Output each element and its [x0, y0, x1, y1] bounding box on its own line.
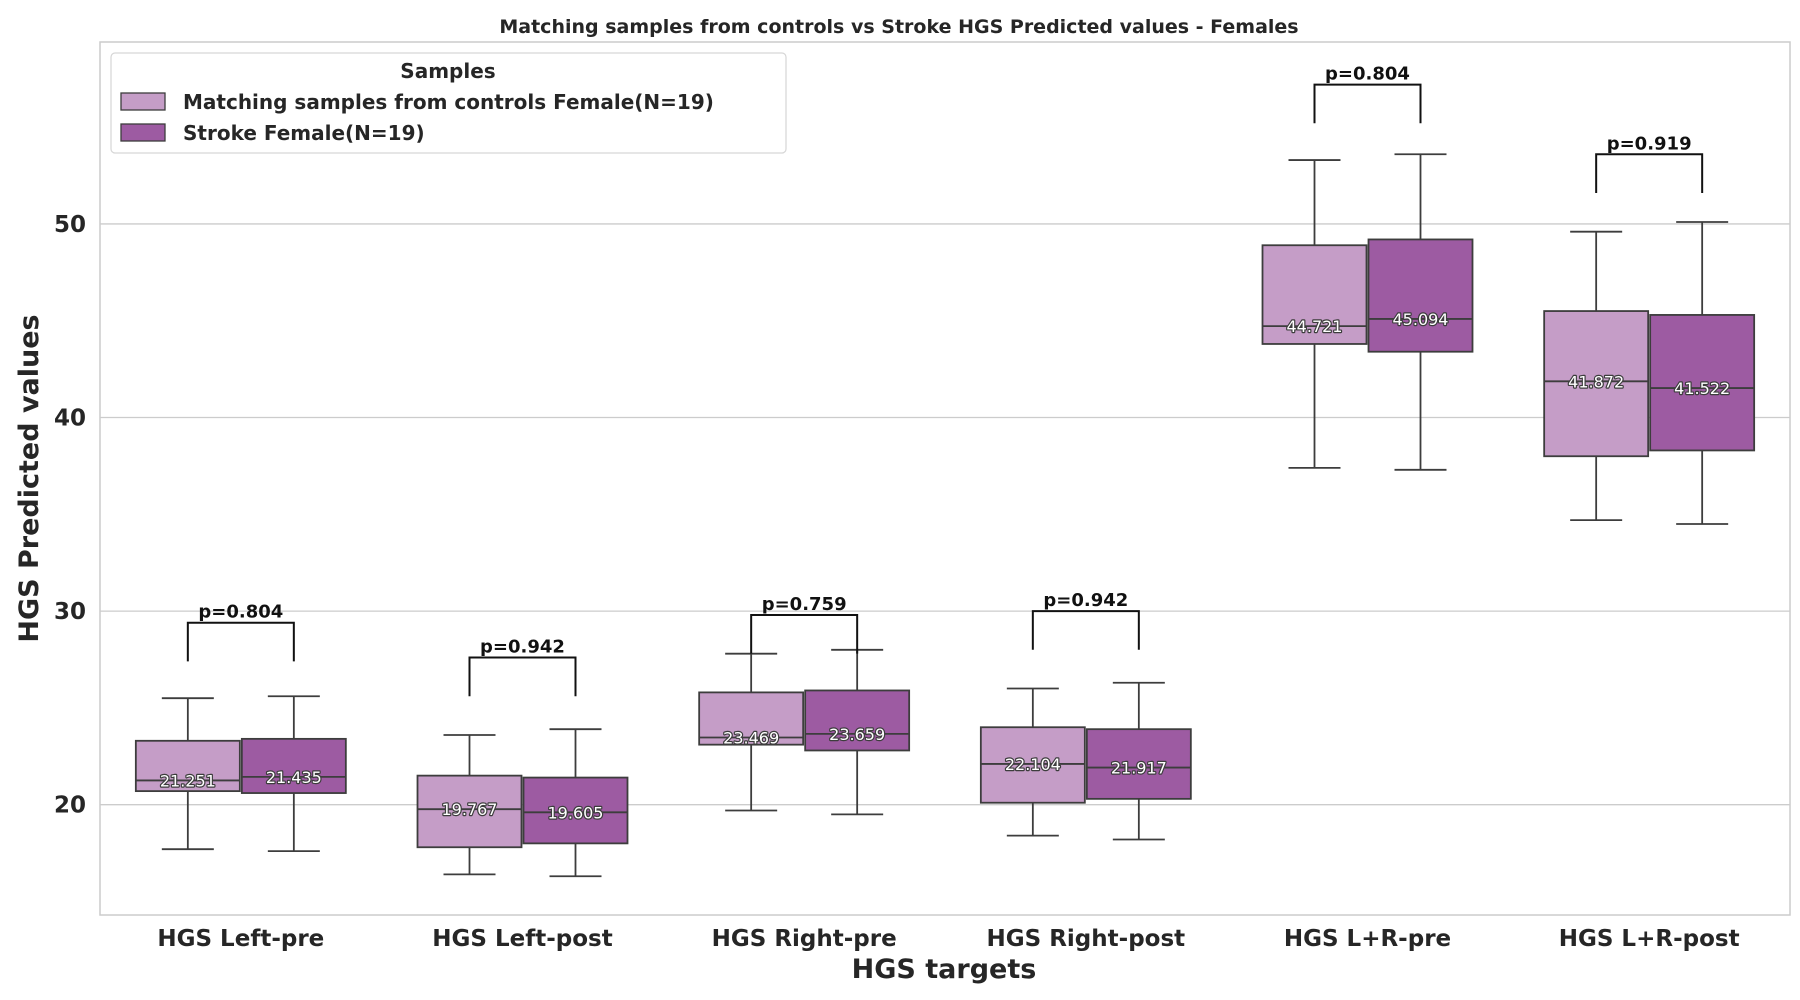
legend-title: Samples [400, 59, 495, 83]
x-tick-label: HGS L+R-post [1559, 926, 1740, 952]
y-axis-label: HGS Predicted values [14, 314, 45, 642]
x-tick-label: HGS Right-pre [712, 926, 897, 952]
box-stroke: 23.659 [804, 648, 911, 816]
p-value-label: p=0.759 [762, 594, 847, 615]
box-controls: 19.767 [416, 734, 523, 876]
median-label: 22.104 [1005, 755, 1061, 774]
box-controls: 23.469 [698, 652, 805, 812]
box-controls: 21.251 [134, 697, 241, 851]
significance-bracket [1595, 153, 1704, 193]
p-value-label: p=0.942 [480, 637, 565, 658]
chart-title: Matching samples from controls vs Stroke… [499, 16, 1298, 38]
median-label: 41.872 [1568, 372, 1624, 391]
box-controls: 22.104 [979, 687, 1086, 837]
legend: Samples Matching samples from controls Fe… [110, 52, 787, 154]
significance-bracket [468, 656, 577, 697]
significance-bracket [750, 613, 859, 654]
p-value-label: p=0.919 [1607, 133, 1692, 154]
p-value-label: p=0.804 [1325, 64, 1410, 85]
iqr-box [979, 726, 1086, 804]
box-stroke: 45.094 [1367, 153, 1474, 471]
grid-lines [100, 223, 1790, 806]
iqr-box [522, 776, 629, 845]
y-tick-label: 40 [54, 406, 86, 432]
box-controls: 44.721 [1261, 159, 1368, 469]
x-tick-label: HGS Left-pre [157, 926, 324, 952]
x-tick-label: HGS Right-post [987, 926, 1186, 952]
median-label: 21.917 [1111, 759, 1167, 778]
legend-label: Matching samples from controls Female(N=… [183, 90, 714, 114]
iqr-box [698, 691, 805, 746]
median-label: 21.251 [160, 771, 216, 790]
median-label: 19.605 [548, 803, 604, 822]
iqr-box [416, 774, 523, 849]
significance-bracket [1313, 83, 1422, 124]
significance-bracket [1031, 610, 1140, 650]
box-stroke: 21.435 [240, 695, 347, 853]
box-stroke: 21.917 [1085, 681, 1192, 841]
box-controls: 41.872 [1543, 230, 1650, 522]
box-stroke: 19.605 [522, 728, 629, 878]
iqr-box [240, 737, 347, 794]
p-value-annotations: p=0.804 p=0.942 p=0.759 p=0.942 p=0.804 p=0.9… [186, 64, 1704, 697]
iqr-box [1085, 728, 1192, 800]
legend-label: Stroke Female(N=19) [183, 121, 425, 145]
y-tick-label: 30 [54, 599, 86, 625]
box-stroke: 41.522 [1649, 221, 1756, 525]
significance-bracket [186, 621, 295, 662]
median-label: 23.659 [829, 725, 885, 744]
p-value-label: p=0.942 [1043, 590, 1128, 611]
iqr-box [1543, 310, 1650, 458]
median-label: 19.767 [442, 800, 498, 819]
iqr-box [134, 739, 241, 793]
plot-frame [99, 41, 1791, 916]
y-axis: 20 30 40 50 [54, 212, 86, 819]
x-tick-label: HGS Left-post [432, 926, 612, 952]
y-tick-label: 50 [54, 212, 86, 238]
y-tick-label: 20 [54, 793, 86, 819]
box-series: 21.251 19.767 23.469 22.104 44.721 41.872 21.4… [134, 153, 1756, 878]
p-value-label: p=0.804 [198, 602, 283, 623]
iqr-box [1367, 238, 1474, 353]
median-label: 44.721 [1287, 317, 1343, 336]
median-label: 41.522 [1674, 379, 1730, 398]
legend-swatch [120, 123, 166, 142]
median-label: 21.435 [266, 768, 322, 787]
legend-swatch [120, 92, 166, 111]
x-tick-label: HGS L+R-pre [1284, 926, 1451, 952]
x-axis: HGS Left-pre HGS Left-post HGS Right-pre HG… [157, 926, 1739, 952]
x-axis-label: HGS targets [852, 954, 1037, 985]
iqr-box [1261, 244, 1368, 345]
median-label: 45.094 [1393, 310, 1449, 329]
iqr-box [1649, 314, 1756, 452]
iqr-box [804, 689, 911, 752]
median-label: 23.469 [723, 729, 779, 748]
legend-frame [110, 52, 787, 154]
